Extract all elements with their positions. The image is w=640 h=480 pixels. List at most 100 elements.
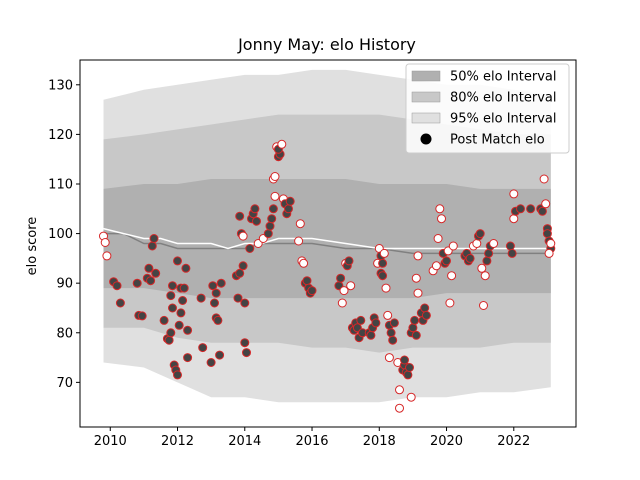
post-match-elo-point [472,239,482,248]
post-match-elo-point [235,268,245,278]
post-match-elo-point [379,248,389,258]
post-match-elo-point [477,263,487,273]
post-match-elo-point [173,370,182,380]
post-match-elo-point [176,308,186,318]
post-match-elo-point [445,298,455,308]
post-match-elo-point [413,288,423,298]
post-match-elo-point [213,315,223,325]
post-match-elo-point [537,206,547,216]
post-match-elo-point [144,263,154,273]
post-match-elo-point [137,311,147,321]
legend: 50% elo Interval 80% elo Interval 95% elo … [405,63,570,154]
post-match-elo-point [238,261,248,271]
post-match-elo-point [509,189,519,199]
post-match-elo-point [178,296,188,305]
post-match-elo-point [447,271,457,281]
post-match-elo-point [102,251,112,261]
post-match-elo-point [381,283,391,293]
post-match-elo-point [395,385,404,395]
post-match-elo-point [245,244,255,253]
post-match-elo-point [235,211,245,221]
post-match-elo-point [149,234,159,243]
post-match-elo-point [208,281,218,291]
post-match-elo-point [307,286,317,296]
post-match-elo-point [211,288,221,298]
post-match-elo-point [411,330,421,340]
post-match-elo-point [284,204,293,214]
post-match-elo-point [216,278,226,288]
axes: 2010 2012 2014 2016 2018 2020 2022 70 80 90 100 110… [48,59,577,449]
post-match-elo-point [242,348,251,358]
post-match-elo-point [435,204,445,214]
post-match-elo-point [546,239,556,248]
post-match-elo-point [403,370,413,380]
post-match-elo-point [240,338,250,348]
post-match-elo-point [526,204,536,214]
post-match-elo-point [541,199,551,209]
x-tick-label: 2020 [430,434,463,449]
post-match-elo-point [179,283,189,293]
post-match-elo-point [299,258,309,268]
post-match-elo-point [489,239,499,248]
post-match-elo-point [168,281,177,291]
post-match-elo-point [270,172,280,181]
post-match-elo-point [410,315,420,325]
post-match-elo-point [100,238,110,247]
post-match-elo-point [479,301,488,310]
post-match-elo-point [252,216,261,226]
post-match-elo-point [507,248,517,258]
post-match-elo-point [383,310,393,320]
post-match-elo-point [196,293,206,303]
post-match-elo-point [421,310,431,320]
post-match-elo-point [206,358,216,367]
post-match-elo-point [112,281,122,291]
post-match-elo-point [168,303,177,313]
post-match-elo-point [147,241,157,251]
post-match-elo-point [233,293,243,303]
post-match-elo-point [482,256,492,266]
x-tick-label: 2022 [497,434,530,449]
post-match-elo-point [411,273,421,283]
y-tick-label: 120 [48,128,73,143]
post-match-elo-point [164,335,174,345]
post-match-elo-point [505,241,515,251]
post-match-elo-point [263,229,273,239]
post-match-elo-point [183,325,193,335]
post-match-elo-point [198,343,208,353]
post-match-elo-point [268,204,278,214]
post-match-elo-point [516,204,525,214]
post-match-elo-point [166,328,176,338]
post-match-elo-point [400,355,409,365]
post-match-elo-point [406,392,416,402]
y-tick-label: 130 [48,78,73,93]
post-match-elo-point [384,353,394,363]
post-match-elo-point [475,229,485,239]
post-match-elo-point [132,278,142,288]
post-match-elo-point [159,315,169,325]
y-tick-label: 90 [56,277,73,292]
x-tick-label: 2016 [295,434,328,449]
post-match-elo-point [270,191,280,201]
post-match-elo-point [448,241,458,251]
x-tick-label: 2018 [363,434,396,449]
plot-frame [79,59,577,428]
post-match-elo-point [509,214,519,224]
post-match-elo-point [294,236,304,246]
legend-swatch [411,91,441,103]
post-match-elo-point [389,318,399,328]
post-match-elo-point [378,258,388,268]
post-match-elo-point [388,335,398,345]
x-tick-label: 2014 [228,434,261,449]
post-match-elo-point [413,251,423,261]
post-match-elo-point [484,248,494,258]
post-match-elo-point [465,253,475,263]
post-match-elo-point [115,298,125,308]
post-match-elo-point [408,323,418,333]
post-match-elo-point [420,303,430,313]
y-axis-label: elo score [25,217,40,276]
post-match-elo-point [378,271,388,281]
legend-label: 50% elo Interval [450,70,557,85]
post-match-elo-point [210,298,219,308]
post-match-elo-point [146,276,156,286]
